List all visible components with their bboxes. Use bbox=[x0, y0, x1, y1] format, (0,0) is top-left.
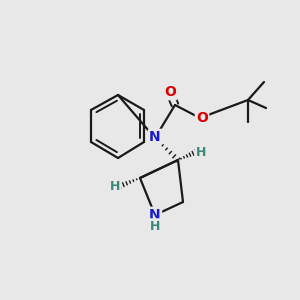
Text: H: H bbox=[110, 179, 120, 193]
Text: H: H bbox=[150, 220, 160, 232]
Text: H: H bbox=[196, 146, 206, 158]
Text: N: N bbox=[149, 130, 161, 144]
Text: O: O bbox=[164, 85, 176, 99]
Text: N: N bbox=[149, 208, 161, 222]
Text: O: O bbox=[196, 111, 208, 125]
